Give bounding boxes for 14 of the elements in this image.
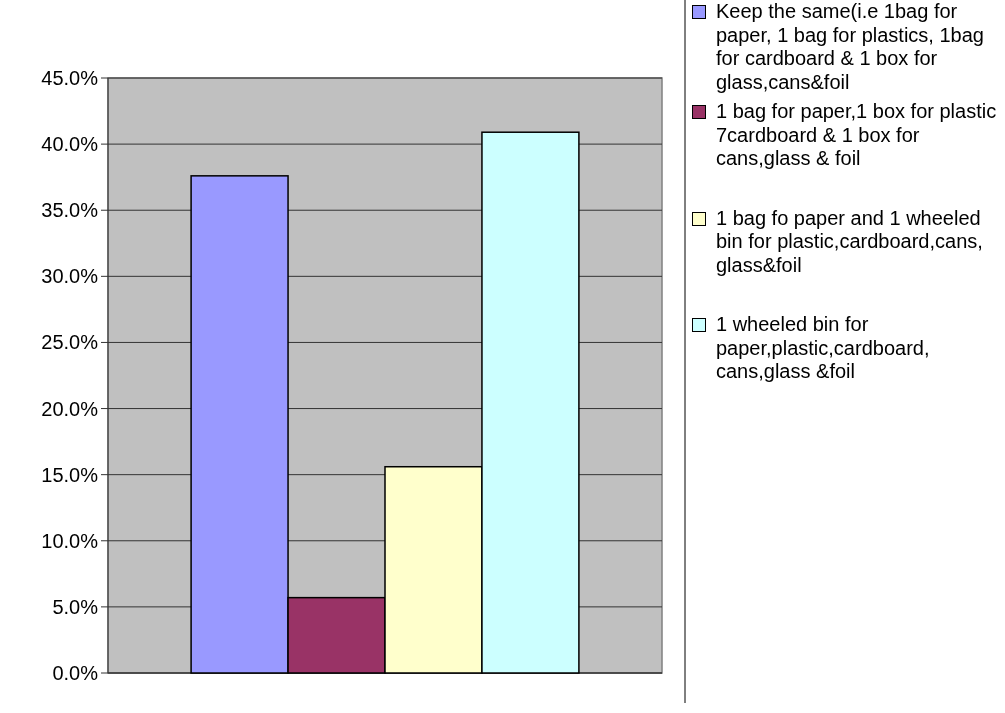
y-tick-label: 40.0% <box>41 133 99 156</box>
y-tick-label: 45.0% <box>41 67 99 89</box>
y-tick-label: 30.0% <box>41 265 99 288</box>
y-tick-label: 0.0% <box>52 662 99 684</box>
y-tick-label: 10.0% <box>41 529 99 552</box>
y-tick-label: 35.0% <box>41 199 99 222</box>
legend-label: 1 bag fo paper and 1 wheeled bin for plastic,cardboard,cans, glass&foil <box>716 206 984 277</box>
legend-label: 1 wheeled bin for paper,plastic,cardboard, cans,glass &foil <box>716 313 931 384</box>
legend-label: Keep the same(i.e 1bag for paper, 1 bag for plastics, 1bag for cardboard & 1 box for glass,cans&foil <box>716 0 985 94</box>
y-tick-label: 5.0% <box>52 595 99 618</box>
y-tick-label: 15.0% <box>41 463 99 486</box>
legend-label: 1 bag for paper,1 box for plastic 7cardboard & 1 box for cans,glass & foil <box>716 100 998 171</box>
y-tick-label: 20.0% <box>41 397 99 420</box>
y-tick-label: 25.0% <box>41 331 99 354</box>
